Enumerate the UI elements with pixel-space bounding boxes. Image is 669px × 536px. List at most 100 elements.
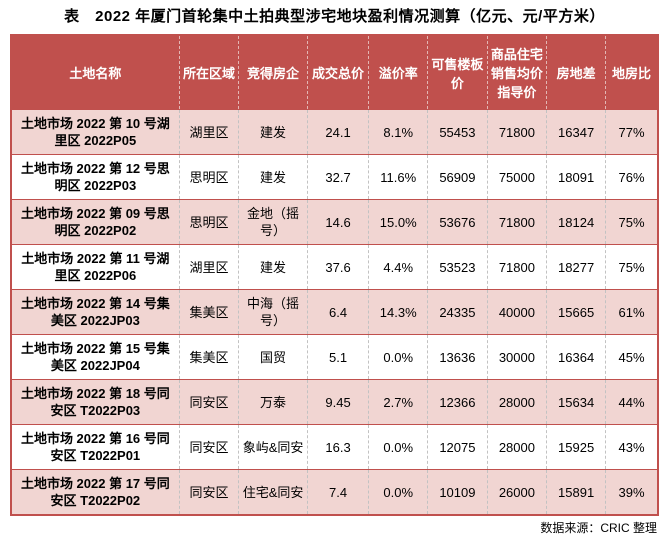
table-cell: 土地市场 2022 第 11 号湖里区 2022P06 — [11, 244, 180, 290]
table-cell: 15634 — [546, 379, 606, 425]
column-header: 可售楼板价 — [427, 35, 488, 110]
table-cell: 中海（摇号） — [238, 289, 308, 335]
table-cell: 思明区 — [178, 199, 239, 245]
table-cell: 32.7 — [306, 154, 369, 200]
table-cell: 8.1% — [368, 109, 428, 155]
table-cell: 16364 — [546, 334, 606, 380]
table-cell: 43% — [605, 424, 658, 470]
table-cell: 住宅&同安 — [238, 469, 308, 515]
table-cell: 象屿&同安 — [238, 424, 308, 470]
table-cell: 14.6 — [306, 199, 369, 245]
table-cell: 15891 — [546, 469, 606, 515]
land-auction-table: 土地名称 所在区域 竞得房企 成交总价 溢价率 可售楼板价 商品住宅销售均价指导价 房地差 地房… — [10, 34, 659, 516]
table-cell: 61% — [605, 289, 658, 335]
table-cell: 土地市场 2022 第 09 号思明区 2022P02 — [11, 199, 180, 245]
table-cell: 77% — [605, 109, 658, 155]
table-cell: 建发 — [238, 154, 308, 200]
table-cell: 土地市场 2022 第 16 号同安区 T2022P01 — [11, 424, 180, 470]
table-cell: 24.1 — [306, 109, 369, 155]
table-cell: 55453 — [427, 109, 488, 155]
table-cell: 45% — [605, 334, 658, 380]
table-cell: 28000 — [486, 379, 547, 425]
table-cell: 30000 — [486, 334, 547, 380]
table-cell: 4.4% — [368, 244, 428, 290]
column-header: 商品住宅销售均价指导价 — [486, 35, 547, 110]
table-row: 土地市场 2022 第 16 号同安区 T2022P01 同安区 象屿&同安 16.3… — [11, 424, 658, 470]
column-header: 房地差 — [546, 35, 606, 110]
column-header: 地房比 — [605, 35, 658, 110]
table-cell: 湖里区 — [178, 109, 239, 155]
table-cell: 14.3% — [368, 289, 428, 335]
table-cell: 18124 — [546, 199, 606, 245]
table-cell: 75% — [605, 244, 658, 290]
table-cell: 土地市场 2022 第 18 号同安区 T2022P03 — [11, 379, 180, 425]
table-row: 土地市场 2022 第 18 号同安区 T2022P03 同安区 万泰 9.45 2.7… — [11, 379, 658, 425]
table-cell: 同安区 — [178, 424, 239, 470]
table-cell: 71800 — [486, 244, 547, 290]
table-title: 表 2022 年厦门首轮集中土拍典型涉宅地块盈利情况测算（亿元、元/平方米） — [64, 8, 605, 25]
table-cell: 6.4 — [306, 289, 369, 335]
table-cell: 75% — [605, 199, 658, 245]
table-cell: 9.45 — [306, 379, 369, 425]
table-cell: 0.0% — [368, 469, 428, 515]
table-cell: 土地市场 2022 第 17 号同安区 T2022P02 — [11, 469, 180, 515]
table-cell: 同安区 — [178, 379, 239, 425]
table-row: 土地市场 2022 第 17 号同安区 T2022P02 同安区 住宅&同安 7.4 0… — [11, 469, 658, 515]
table-cell: 建发 — [238, 109, 308, 155]
table-cell: 湖里区 — [178, 244, 239, 290]
table-cell: 28000 — [486, 424, 547, 470]
table-cell: 土地市场 2022 第 14 号集美区 2022JP03 — [11, 289, 180, 335]
table-row: 土地市场 2022 第 10 号湖里区 2022P05 湖里区 建发 24.1 8.1%… — [11, 109, 658, 155]
column-header: 竞得房企 — [238, 35, 308, 110]
table-cell: 土地市场 2022 第 10 号湖里区 2022P05 — [11, 109, 180, 155]
table-cell: 5.1 — [306, 334, 369, 380]
table-cell: 71800 — [486, 109, 547, 155]
table-cell: 万泰 — [238, 379, 308, 425]
table-cell: 金地（摇号） — [238, 199, 308, 245]
table-cell: 75000 — [486, 154, 547, 200]
table-cell: 24335 — [427, 289, 488, 335]
table-cell: 土地市场 2022 第 12 号思明区 2022P03 — [11, 154, 180, 200]
table-body: 土地市场 2022 第 10 号湖里区 2022P05 湖里区 建发 24.1 8.1%… — [11, 109, 658, 515]
table-cell: 2.7% — [368, 379, 428, 425]
table-row: 土地市场 2022 第 11 号湖里区 2022P06 湖里区 建发 37.6 4.4%… — [11, 244, 658, 290]
table-row: 土地市场 2022 第 15 号集美区 2022JP04 集美区 国贸 5.1 0.0%… — [11, 334, 658, 380]
table-cell: 同安区 — [178, 469, 239, 515]
table-cell: 15665 — [546, 289, 606, 335]
header-row: 土地名称 所在区域 竞得房企 成交总价 溢价率 可售楼板价 商品住宅销售均价指导价 房地差 地房… — [11, 35, 658, 110]
table-row: 土地市场 2022 第 12 号思明区 2022P03 思明区 建发 32.7 11.6… — [11, 154, 658, 200]
table-cell: 15.0% — [368, 199, 428, 245]
table-cell: 16347 — [546, 109, 606, 155]
table-cell: 71800 — [486, 199, 547, 245]
table-row: 土地市场 2022 第 14 号集美区 2022JP03 集美区 中海（摇号） 6.4… — [11, 289, 658, 335]
table-cell: 13636 — [427, 334, 488, 380]
table-cell: 53523 — [427, 244, 488, 290]
table-cell: 0.0% — [368, 334, 428, 380]
table-cell: 12075 — [427, 424, 488, 470]
table-cell: 12366 — [427, 379, 488, 425]
table-cell: 15925 — [546, 424, 606, 470]
table-cell: 集美区 — [178, 334, 239, 380]
table-cell: 16.3 — [306, 424, 369, 470]
table-cell: 10109 — [427, 469, 488, 515]
table-cell: 思明区 — [178, 154, 239, 200]
column-header: 溢价率 — [368, 35, 428, 110]
column-header: 土地名称 — [11, 35, 180, 110]
table-row: 土地市场 2022 第 09 号思明区 2022P02 思明区 金地（摇号） 14.6… — [11, 199, 658, 245]
table-cell: 7.4 — [306, 469, 369, 515]
table-cell: 26000 — [486, 469, 547, 515]
table-cell: 国贸 — [238, 334, 308, 380]
table-cell: 53676 — [427, 199, 488, 245]
table-cell: 44% — [605, 379, 658, 425]
table-cell: 18091 — [546, 154, 606, 200]
table-cell: 40000 — [486, 289, 547, 335]
table-cell: 集美区 — [178, 289, 239, 335]
table-cell: 11.6% — [368, 154, 428, 200]
table-cell: 76% — [605, 154, 658, 200]
table-cell: 39% — [605, 469, 658, 515]
column-header: 所在区域 — [178, 35, 239, 110]
table-cell: 37.6 — [306, 244, 369, 290]
table-header: 土地名称 所在区域 竞得房企 成交总价 溢价率 可售楼板价 商品住宅销售均价指导价 房地差 地房… — [11, 35, 658, 110]
table-cell: 56909 — [427, 154, 488, 200]
